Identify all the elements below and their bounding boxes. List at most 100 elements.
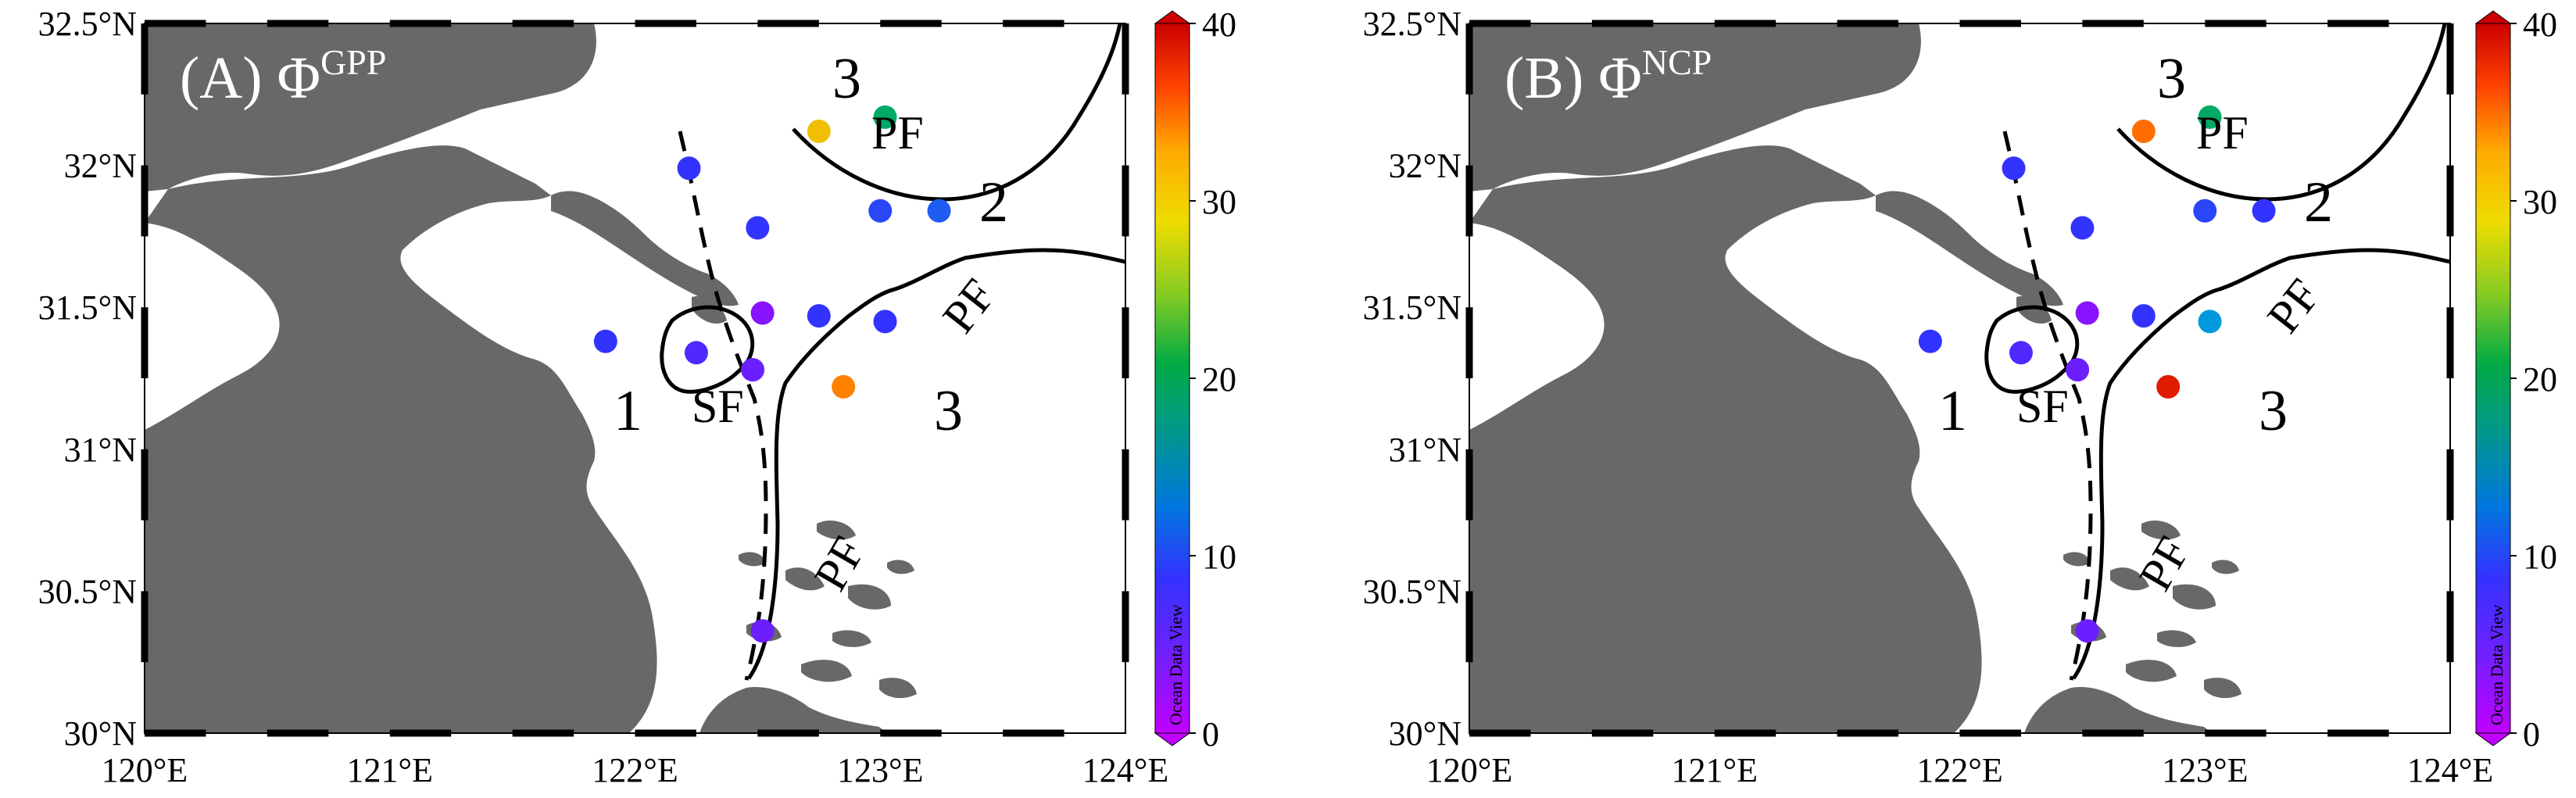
colorbar-tick-label: 30	[2523, 183, 2557, 221]
colorbar-tick-label: 30	[1202, 183, 1236, 221]
station-marker	[750, 619, 775, 643]
colorbar-tick-label: 0	[1202, 715, 1219, 753]
station-marker	[684, 341, 708, 365]
colorbar-tick-label: 40	[2523, 5, 2557, 44]
station-marker	[2075, 301, 2099, 325]
colorbar-tick-label: 10	[2523, 538, 2557, 576]
lon-tick-label: 123°E	[2162, 751, 2248, 789]
lon-tick-label: 122°E	[1916, 751, 2002, 789]
lon-tick-label: 120°E	[1426, 751, 1512, 789]
station-marker	[807, 120, 831, 144]
station-marker	[873, 310, 897, 334]
station-marker	[1918, 329, 1942, 353]
front-lines	[660, 23, 1126, 681]
shelf-front-dashed-line	[678, 131, 768, 681]
region-label-pf-north: PF	[871, 107, 924, 159]
station-marker	[2156, 374, 2181, 399]
station-marker	[2193, 199, 2217, 223]
colorbar-b: Ocean Data View 0 10 20 30 40	[2474, 5, 2557, 753]
colorbar-a: Ocean Data View 0 10 20 30 40	[1154, 5, 1236, 753]
station-marker	[873, 105, 897, 129]
region-label-2: 2	[2304, 170, 2333, 234]
region-label-sf: SF	[2016, 381, 2069, 432]
plume-front-line-south	[2071, 248, 2451, 680]
station-marker	[2002, 156, 2026, 181]
lat-tick-label: 32°N	[64, 147, 137, 185]
station-marker	[2131, 304, 2156, 328]
region-label-2: 2	[979, 170, 1008, 234]
lat-tick-label: 30°N	[1389, 714, 1462, 753]
plume-front-line-south	[746, 248, 1126, 680]
region-label-3-north: 3	[2157, 47, 2186, 111]
lon-tick-labels: 120°E 121°E 122°E 123°E 124°E	[1426, 751, 2493, 789]
lon-tick-label: 121°E	[347, 751, 433, 789]
lat-tick-label: 32.5°N	[1363, 5, 1462, 43]
plume-front-line-north	[792, 23, 1122, 202]
panel-title-b: (B) ΦNCP	[1504, 42, 1712, 111]
station-marker	[2075, 619, 2099, 643]
station-markers	[593, 105, 951, 643]
lon-tick-label: 121°E	[1672, 751, 1758, 789]
station-marker	[2198, 105, 2222, 129]
land-mass	[1469, 23, 2241, 733]
lon-tick-label: 124°E	[1082, 751, 1168, 789]
station-marker	[593, 329, 617, 353]
station-marker	[2198, 310, 2222, 334]
panel-title-a: (A) ΦGPP	[180, 42, 386, 111]
station-marker	[677, 156, 701, 181]
sf-front-loop	[660, 305, 755, 394]
colorbar-ticks: 0 10 20 30 40	[1190, 5, 1236, 753]
colorbar-ticks: 0 10 20 30 40	[2510, 5, 2557, 753]
colorbar-tick-label: 0	[2523, 715, 2540, 753]
station-marker	[750, 301, 775, 325]
station-marker	[2131, 120, 2156, 144]
map-panel-a: 1 2 3 3 SF PF PF PF (A) ΦGPP 32.5°N 32°N…	[38, 5, 1236, 789]
lat-tick-label: 31°N	[64, 431, 137, 469]
lat-tick-label: 31.5°N	[1363, 288, 1462, 327]
map-frame	[141, 20, 1129, 737]
map-panel-b: 1 2 3 3 SF PF PF PF (B) ΦNCP 32.5°N 32°N…	[1363, 5, 2557, 789]
region-label-3-south: 3	[2259, 379, 2288, 443]
station-marker	[2009, 341, 2033, 365]
lat-tick-label: 32.5°N	[38, 5, 137, 43]
lat-tick-label: 31°N	[1389, 431, 1462, 469]
colorbar-watermark: Ocean Data View	[2487, 604, 2506, 725]
station-marker	[868, 199, 893, 223]
station-marker	[807, 304, 831, 328]
region-label-pf-north: PF	[2196, 107, 2249, 159]
colorbar-tick-label: 20	[1202, 360, 1236, 399]
lat-tick-label: 30.5°N	[38, 572, 137, 610]
station-marker	[2066, 358, 2090, 382]
colorbar-watermark: Ocean Data View	[1166, 604, 1186, 725]
station-marker	[927, 199, 951, 223]
lon-tick-label: 124°E	[2407, 751, 2493, 789]
map-frame	[1465, 20, 2454, 737]
shelf-front-dashed-line	[2002, 131, 2093, 681]
region-label-sf: SF	[692, 381, 744, 432]
lat-tick-labels: 32.5°N 32°N 31.5°N 31°N 30.5°N 30°N	[1363, 5, 1462, 753]
lat-tick-labels: 32.5°N 32°N 31.5°N 31°N 30.5°N 30°N	[38, 5, 137, 753]
region-label-1: 1	[614, 379, 642, 443]
lon-tick-labels: 120°E 121°E 122°E 123°E 124°E	[102, 751, 1168, 789]
lon-tick-label: 120°E	[102, 751, 188, 789]
station-marker	[2252, 199, 2276, 223]
sf-front-loop	[1984, 305, 2080, 394]
colorbar-tick-label: 10	[1202, 538, 1236, 576]
region-label-1: 1	[1938, 379, 1967, 443]
lat-tick-label: 30°N	[64, 714, 137, 753]
colorbar-tick-label: 40	[1202, 5, 1236, 44]
colorbar-tick-label: 20	[2523, 360, 2557, 399]
station-marker	[741, 358, 765, 382]
station-marker	[746, 216, 770, 240]
lat-tick-label: 30.5°N	[1363, 572, 1462, 610]
station-markers	[1918, 105, 2276, 643]
station-marker	[2070, 216, 2095, 240]
region-label-3-south: 3	[934, 379, 963, 443]
front-lines	[1984, 23, 2451, 681]
region-label-3-north: 3	[832, 47, 861, 111]
lon-tick-label: 122°E	[592, 751, 678, 789]
lon-tick-label: 123°E	[837, 751, 923, 789]
station-marker	[832, 374, 856, 399]
lat-tick-label: 31.5°N	[38, 288, 137, 327]
